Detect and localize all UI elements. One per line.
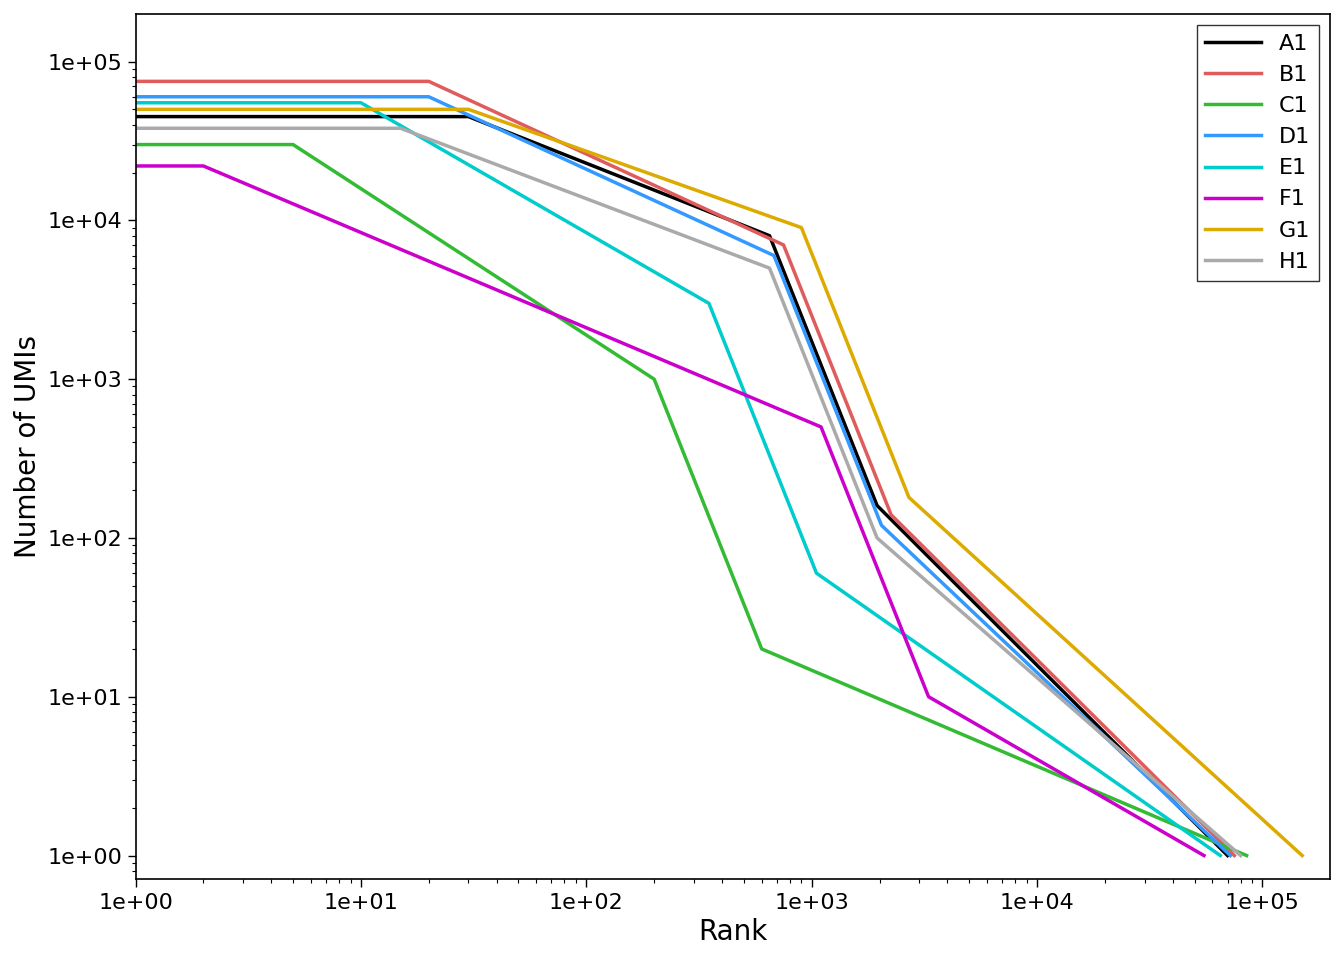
E1	[128, 97, 144, 108]
G1	[1206, 769, 1222, 780]
F1	[521, 299, 538, 310]
C1	[476, 263, 492, 275]
G1	[798, 234, 814, 246]
A1	[1219, 850, 1235, 861]
H1	[766, 275, 782, 286]
B1	[128, 76, 144, 87]
E1	[1121, 786, 1137, 798]
E1	[1212, 850, 1228, 861]
B1	[609, 162, 625, 174]
A1	[766, 242, 782, 253]
Line: F1: F1	[136, 166, 1204, 855]
A1	[620, 174, 636, 185]
A1	[511, 131, 527, 142]
H1	[1232, 850, 1249, 861]
A1	[788, 295, 804, 306]
D1	[128, 91, 144, 103]
C1	[1129, 804, 1145, 815]
Line: E1: E1	[136, 103, 1220, 855]
D1	[1144, 776, 1160, 787]
G1	[1294, 850, 1310, 861]
F1	[1134, 814, 1150, 826]
C1	[650, 386, 667, 397]
A1	[1141, 771, 1157, 782]
Y-axis label: Number of UMIs: Number of UMIs	[13, 335, 42, 558]
D1	[792, 315, 808, 326]
C1	[345, 178, 362, 189]
F1	[128, 160, 144, 172]
D1	[603, 175, 620, 186]
Line: A1: A1	[136, 116, 1227, 855]
F1	[1129, 811, 1145, 823]
Line: H1: H1	[136, 129, 1241, 855]
G1	[1199, 763, 1215, 775]
Line: D1: D1	[136, 97, 1230, 855]
H1	[454, 146, 470, 157]
B1	[1149, 773, 1165, 784]
Line: G1: G1	[136, 109, 1302, 855]
F1	[818, 433, 835, 444]
E1	[411, 131, 427, 142]
Line: C1: C1	[136, 145, 1247, 855]
A1	[1134, 765, 1150, 777]
F1	[1196, 850, 1212, 861]
C1	[1239, 850, 1255, 861]
G1	[128, 104, 144, 115]
B1	[781, 252, 797, 263]
B1	[480, 103, 496, 114]
B1	[801, 304, 817, 316]
B1	[1226, 850, 1242, 861]
B1	[1144, 767, 1160, 779]
D1	[770, 262, 786, 274]
H1	[1145, 773, 1161, 784]
D1	[1138, 770, 1154, 781]
F1	[298, 204, 314, 215]
Legend: A1, B1, C1, D1, E1, F1, G1, H1: A1, B1, C1, D1, E1, F1, G1, H1	[1196, 25, 1318, 280]
E1	[1114, 781, 1130, 793]
E1	[727, 363, 743, 374]
H1	[128, 123, 144, 134]
G1	[820, 287, 836, 299]
A1	[128, 110, 144, 122]
C1	[1121, 800, 1137, 811]
E1	[706, 310, 722, 322]
X-axis label: Rank: Rank	[698, 918, 767, 947]
H1	[788, 327, 804, 339]
F1	[839, 487, 855, 498]
H1	[1150, 779, 1167, 790]
Line: B1: B1	[136, 82, 1234, 855]
C1	[128, 139, 144, 151]
H1	[587, 197, 603, 208]
D1	[478, 117, 495, 129]
G1	[637, 166, 653, 178]
E1	[538, 204, 554, 215]
C1	[672, 439, 688, 450]
G1	[516, 123, 532, 134]
D1	[1222, 850, 1238, 861]
